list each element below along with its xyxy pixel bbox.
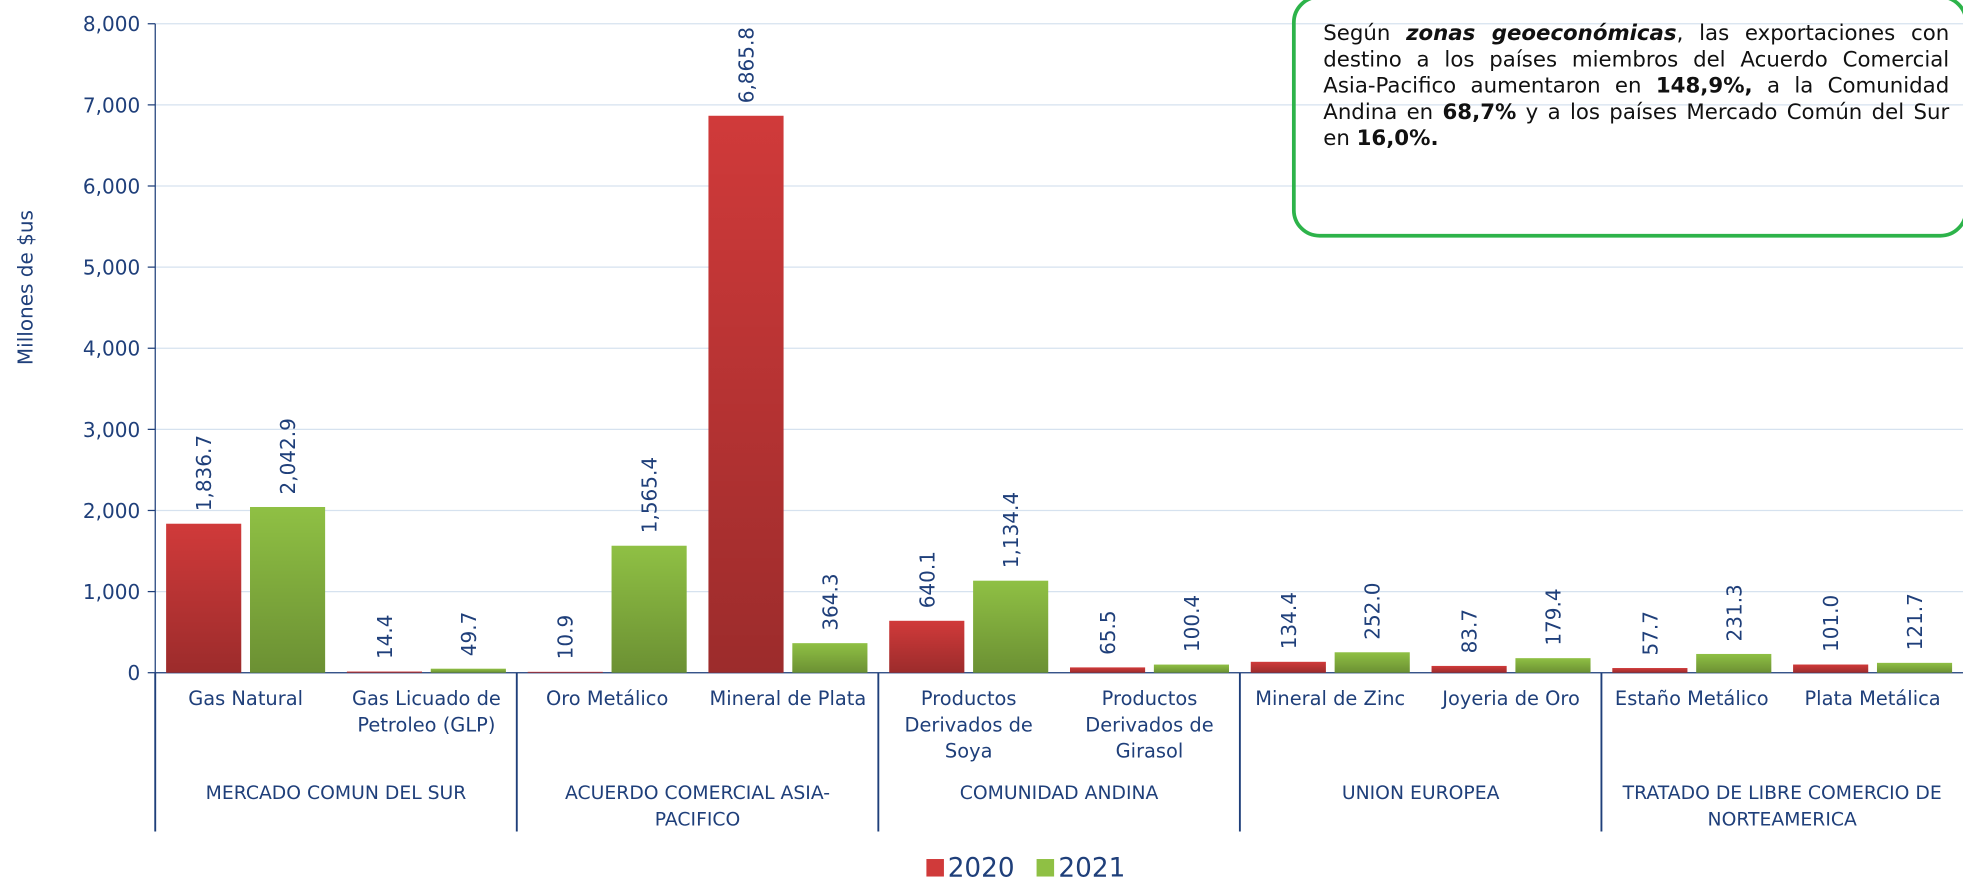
y-tick-label: 5,000 [83, 256, 140, 280]
data-label: 1,134.4 [999, 492, 1023, 568]
y-tick-label: 8,000 [83, 12, 140, 36]
bar [1696, 653, 1772, 673]
group-label: UNION EUROPEA [1341, 781, 1500, 805]
data-label: 14.4 [373, 615, 397, 660]
y-tick-label: 0 [127, 661, 140, 685]
x-tick-label: Productos Derivados de Soya [904, 687, 1033, 763]
bar [1876, 662, 1953, 673]
annotation-text: 16,0%. [1356, 126, 1439, 152]
legend-item: 2020 [926, 852, 1015, 883]
annotation-text: , las exportaciones con destino a los pa… [1323, 21, 1950, 99]
bar [1431, 665, 1507, 673]
legend: 2020 2021 [926, 853, 1125, 883]
bar [1334, 652, 1410, 673]
data-label: 49.7 [457, 612, 481, 657]
x-tick-label: Productos Derivados de Girasol [1085, 687, 1214, 763]
y-tick-label: 6,000 [83, 175, 140, 199]
legend-swatch [1037, 859, 1055, 877]
data-label: 1,565.4 [638, 457, 662, 533]
bar [889, 620, 965, 673]
x-tick-label: Estaño Metálico [1614, 687, 1769, 711]
data-label: 640.1 [915, 551, 939, 608]
data-label: 83.7 [1458, 609, 1482, 654]
bar [527, 671, 603, 673]
data-label: 364.3 [818, 573, 842, 630]
data-label: 57.7 [1638, 611, 1662, 656]
y-tick-label: 2,000 [83, 499, 140, 523]
bar [346, 671, 423, 673]
legend-swatch [926, 859, 944, 877]
bar [611, 545, 687, 673]
data-label: 252.0 [1361, 583, 1385, 640]
data-label: 2,042.9 [276, 418, 300, 494]
data-label: 10.9 [554, 615, 578, 660]
annotation: Según zonas geoeconómicas, las exportaci… [1291, 0, 1963, 238]
legend-item: 2021 [1037, 853, 1125, 883]
annotation-text: 148,9%, [1655, 73, 1753, 99]
x-tick-label: Mineral de Zinc [1255, 687, 1406, 711]
bar [792, 643, 868, 673]
y-tick-label: 7,000 [83, 93, 140, 117]
bar [430, 668, 506, 673]
data-label: 179.4 [1541, 588, 1565, 645]
data-label: 231.3 [1722, 584, 1746, 641]
data-label: 121.7 [1903, 593, 1927, 650]
y-axis-label: Millones de $us [14, 210, 38, 365]
x-tick-label: Gas Licuado de Petroleo (GLP) [351, 687, 501, 737]
x-tick-label: Joyeria de Oro [1442, 687, 1580, 711]
data-label: 101.0 [1819, 595, 1843, 652]
legend-label: 2021 [1058, 852, 1126, 883]
bar [1153, 664, 1229, 673]
x-tick-label: Mineral de Plata [709, 687, 867, 711]
bar [1612, 668, 1688, 673]
group-label: MERCADO COMUN DEL SUR [205, 781, 467, 805]
y-tick-label: 1,000 [83, 580, 140, 604]
x-tick-label: Plata Metálica [1804, 687, 1941, 711]
data-label: 6,865.8 [735, 27, 759, 103]
annotation-text: zonas geoeconómicas [1406, 21, 1677, 47]
bar [708, 115, 784, 673]
data-label: 65.5 [1096, 610, 1120, 655]
data-label: 100.4 [1180, 595, 1204, 652]
bar [1250, 661, 1326, 673]
group-label: ACUERDO COMERCIAL ASIA-PACIFICO [565, 781, 831, 831]
y-tick-label: 4,000 [83, 337, 140, 361]
bar [166, 523, 242, 673]
bar [1069, 667, 1146, 673]
annotation-text: Según [1323, 21, 1407, 47]
bar [1515, 658, 1591, 673]
annotation-text: y a los países Mercado Común del Sur en [1323, 100, 1950, 152]
y-tick-label: 3,000 [83, 418, 140, 442]
legend-label: 2020 [947, 852, 1015, 883]
annotation-text: a la Comunidad Andina en [1323, 73, 1950, 126]
bar [250, 506, 326, 673]
bar [1793, 664, 1869, 673]
bar [973, 580, 1049, 673]
x-tick-label: Oro Metálico [545, 687, 669, 711]
group-label: COMUNIDAD ANDINA [959, 781, 1159, 805]
group-label: TRATADO DE LIBRE COMERCIO DE NORTEAMERIC… [1622, 781, 1942, 831]
data-label: 134.4 [1277, 592, 1301, 649]
x-tick-label: Gas Natural [188, 687, 303, 711]
annotation-text: 68,7% [1442, 100, 1517, 126]
data-label: 1,836.7 [192, 435, 216, 511]
